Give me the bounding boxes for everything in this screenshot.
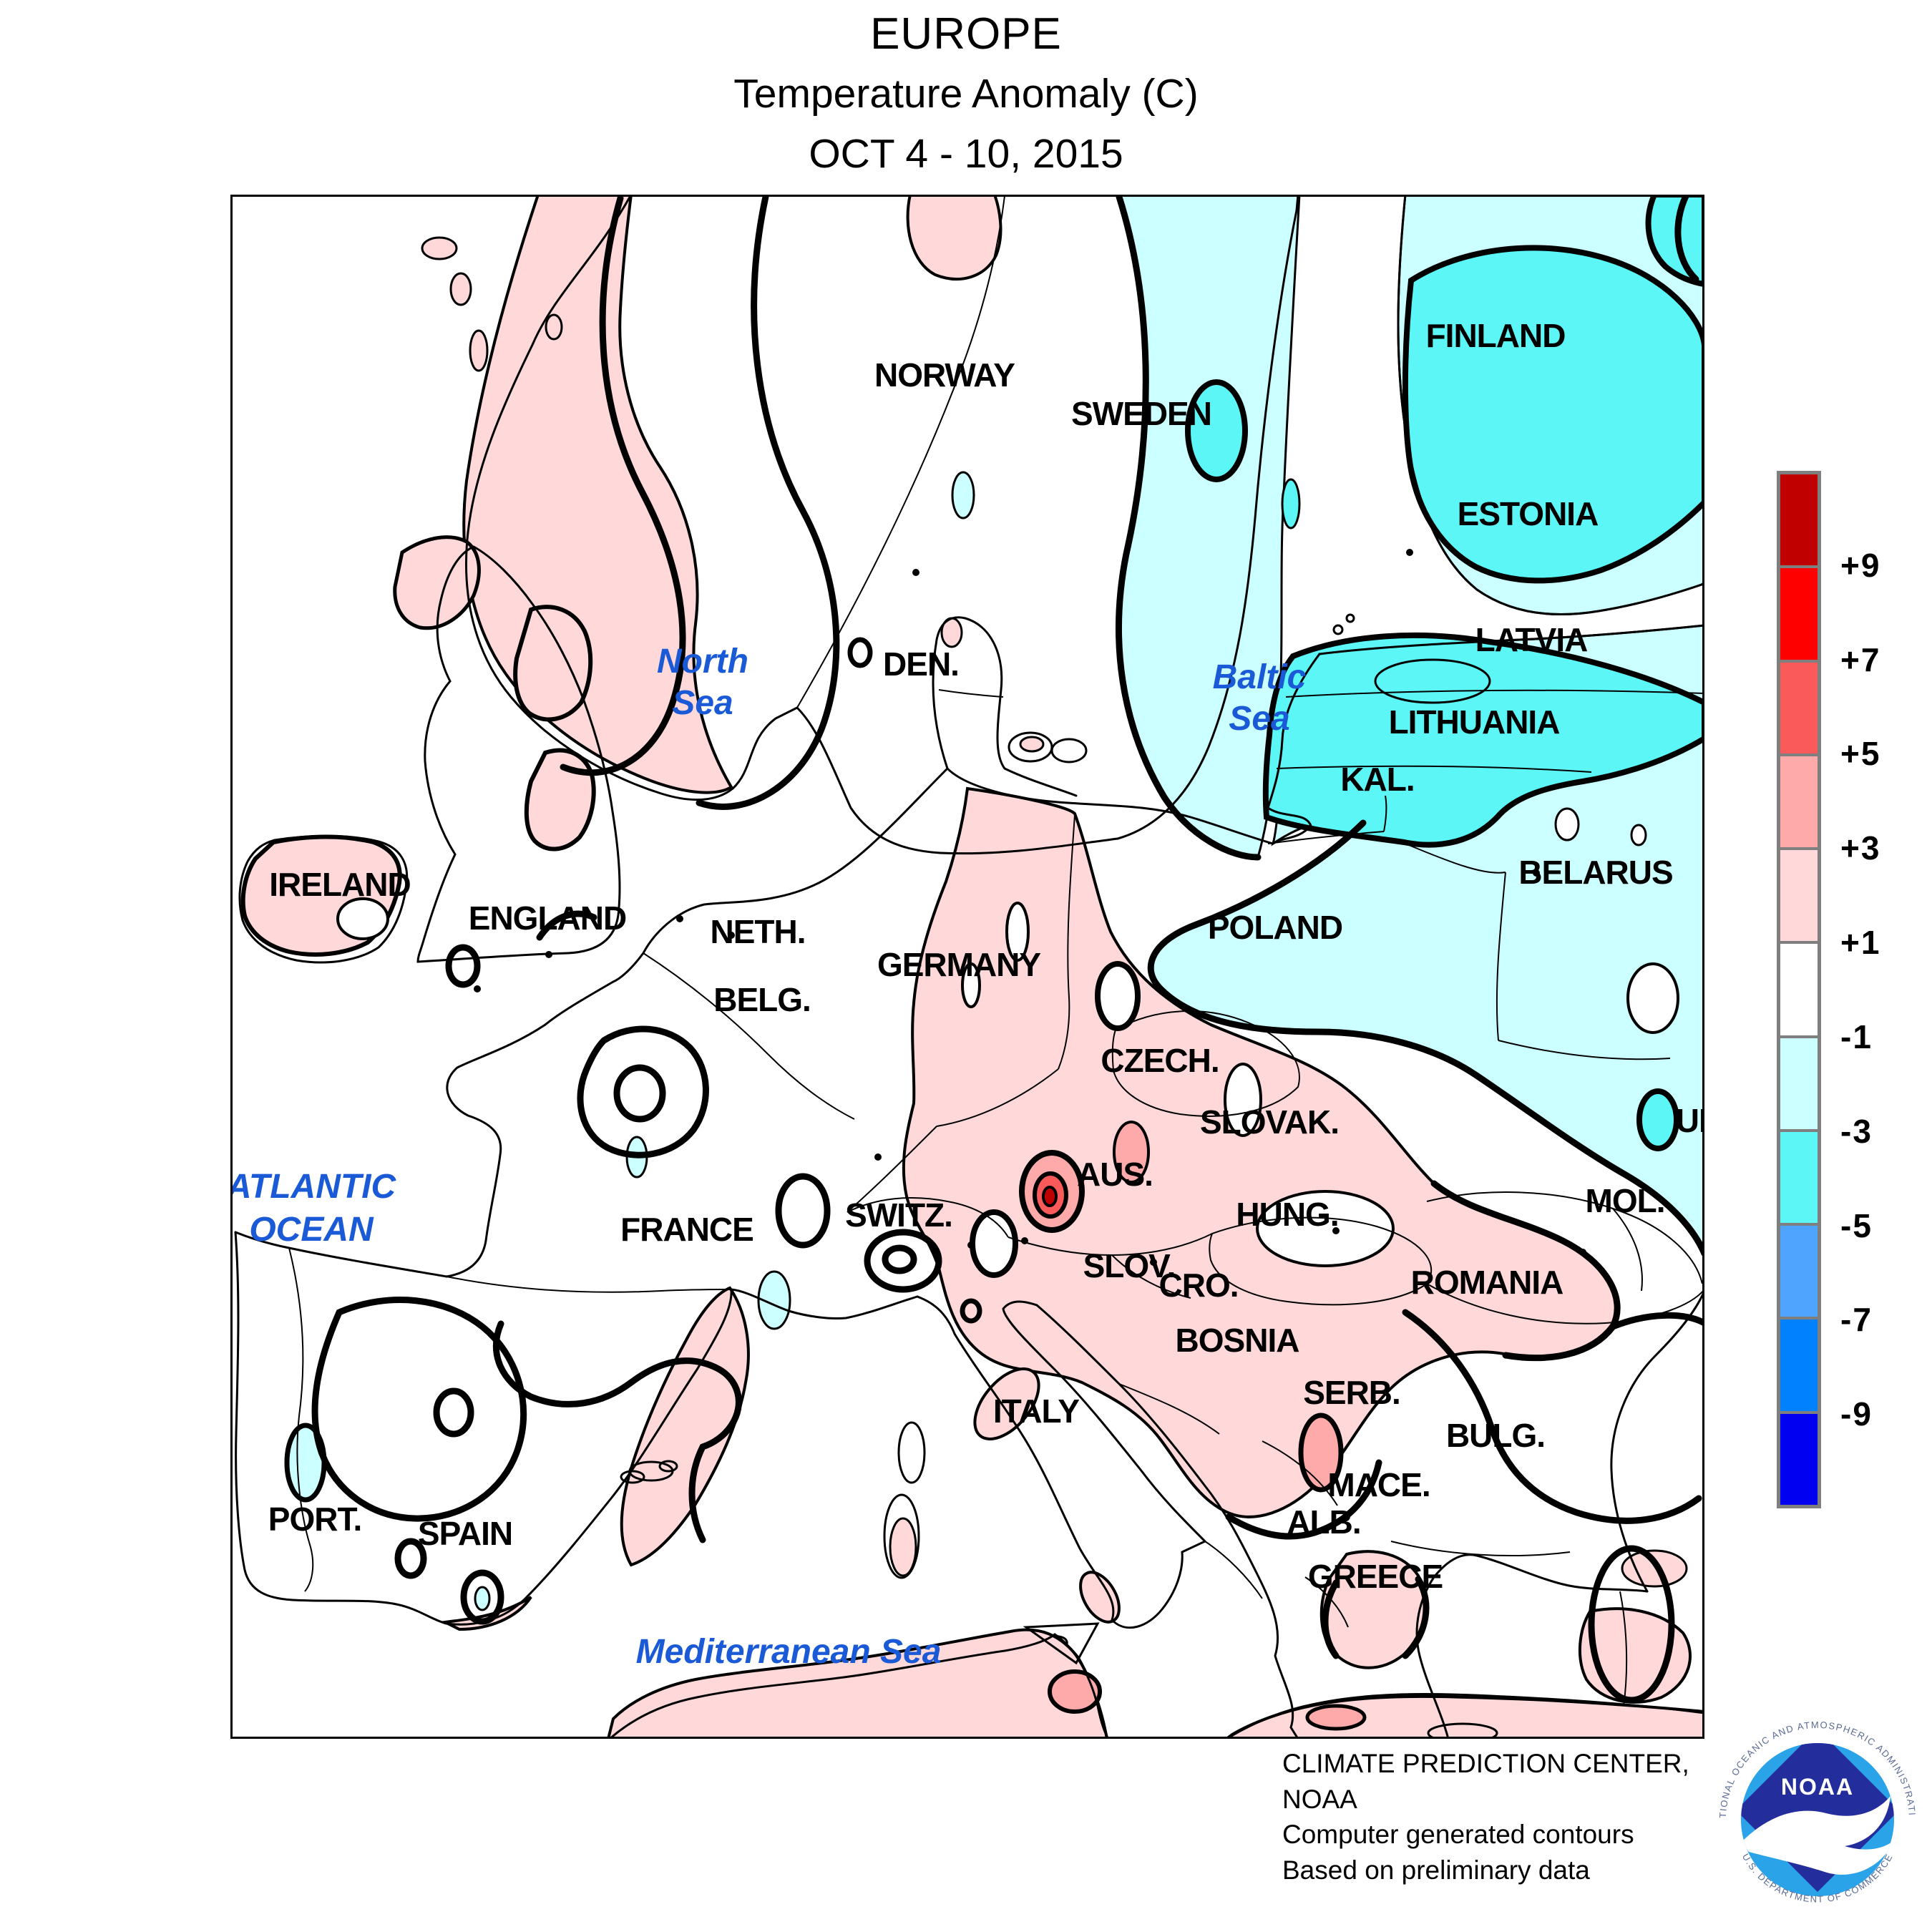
country-label-mace: MACE. [1327,1466,1430,1503]
credit-line-1: CLIMATE PREDICTION CENTER, NOAA [1282,1749,1689,1814]
sea-label-mediterraneansea: Mediterranean Sea [636,1633,942,1671]
country-label-port: PORT. [268,1501,361,1538]
country-label-lithuania: LITHUANIA [1389,703,1560,741]
country-label-neth: NETH. [711,913,806,950]
country-label-kal: KAL. [1340,761,1414,798]
colorbar-tick--5: -5 [1840,1206,1873,1244]
country-label-bosnia: BOSNIA [1176,1322,1299,1359]
sea-label-baltic: Baltic [1213,658,1307,696]
country-label-slovak: SLOVAK. [1200,1103,1339,1141]
colorbar [1777,471,1821,1508]
noaa-logo: NOAA NATIONAL OCEANIC AND ATMOSPHERIC AD… [1704,1707,1916,1905]
country-label-alb: ALB. [1287,1503,1360,1541]
colorbar-segment-4 [1780,847,1818,942]
europe-anomaly-map: NORWAY SWEDEN FINLAND ESTONIA LATVIA LITHUANI… [230,195,1704,1739]
country-label-aus: AUS. [1077,1156,1153,1193]
sea-label-north: North [657,643,748,680]
country-label-den: DEN. [883,645,959,683]
country-label-ireland: IRELAND [269,866,410,903]
sea-label-atlantic: ATLANTIC [230,1168,397,1206]
colorbar-tick-+9: +9 [1840,546,1881,584]
colorbar-segment-9 [1780,1317,1818,1411]
country-label-romania: ROMANIA [1411,1264,1563,1301]
country-label-bulg: BULG. [1446,1417,1545,1454]
colorbar-tick-+1: +1 [1840,924,1881,962]
colorbar-segment-6 [1780,1035,1818,1129]
country-label-latvia: LATVIA [1475,621,1588,658]
sea-label-sea: Sea [672,684,733,722]
contour-lines [311,195,1704,1704]
colorbar-segment-3 [1780,753,1818,848]
colorbar-tick--7: -7 [1840,1301,1873,1339]
sea-label-sea: Sea [1229,700,1289,738]
credits-block: CLIMATE PREDICTION CENTER, NOAA Computer… [1282,1746,1740,1888]
country-label-belarus: BELARUS [1518,854,1672,891]
country-label-poland: POLAND [1208,909,1342,946]
contour-dots [474,549,1586,1266]
country-labels: NORWAY SWEDEN FINLAND ESTONIA LATVIA LITHUANI… [268,317,1704,1595]
colorbar-segment-1 [1780,565,1818,660]
country-label-norway: NORWAY [874,356,1015,394]
colorbar-segment-2 [1780,659,1818,753]
country-label-france: FRANCE [620,1211,753,1248]
colorbar-tick-+3: +3 [1840,829,1881,867]
colorbar-tick--1: -1 [1840,1018,1873,1055]
country-label-germany: GERMANY [877,946,1040,983]
country-borders [288,195,1704,1707]
colorbar-segment-8 [1780,1223,1818,1317]
credit-line-3: Based on preliminary data [1282,1855,1590,1885]
country-label-greece: GREECE [1308,1558,1443,1595]
sea-label-ocean: OCEAN [249,1211,374,1249]
country-label-belg: BELG. [713,981,811,1018]
country-label-switz: SWITZ. [845,1196,952,1234]
date-range: OCT 4 - 10, 2015 [809,131,1123,177]
country-label-cro: CRO. [1159,1267,1239,1304]
colorbar-segment-0 [1780,474,1818,566]
seagull-icon [1742,1796,1894,1875]
country-label-slov: SLOV. [1083,1247,1176,1284]
country-label-italy: ITALY [993,1392,1080,1430]
colorbar-segment-10 [1780,1410,1818,1505]
colorbar-segment-7 [1780,1128,1818,1224]
credit-line-2: Computer generated contours [1282,1820,1634,1850]
country-label-mol: MOL. [1586,1182,1665,1219]
colorbar-tick--9: -9 [1840,1395,1873,1433]
country-label-estonia: ESTONIA [1458,495,1599,532]
country-label-uk: UK [1676,1102,1704,1139]
logo-acronym: NOAA [1781,1774,1854,1800]
colorbar-segment-5 [1780,941,1818,1035]
country-label-finland: FINLAND [1426,317,1566,354]
country-label-serb: SERB. [1303,1374,1400,1411]
page-subtitle: Temperature Anomaly (C) [733,71,1199,117]
colorbar-tick-+5: +5 [1840,735,1881,773]
sea-labels: North Sea Baltic Sea ATLANTIC OCEAN Mediterran… [230,643,1306,1671]
country-label-england: ENGLAND [469,899,626,937]
country-label-czech: CZECH. [1101,1042,1219,1079]
country-label-hung: HUNG. [1236,1196,1338,1233]
page-title: EUROPE [870,9,1062,59]
country-label-sweden: SWEDEN [1071,395,1211,432]
map-frame [230,195,1704,1739]
colorbar-tick--3: -3 [1840,1112,1873,1150]
country-label-spain: SPAIN [418,1515,512,1552]
colorbar-tick-+7: +7 [1840,640,1881,678]
